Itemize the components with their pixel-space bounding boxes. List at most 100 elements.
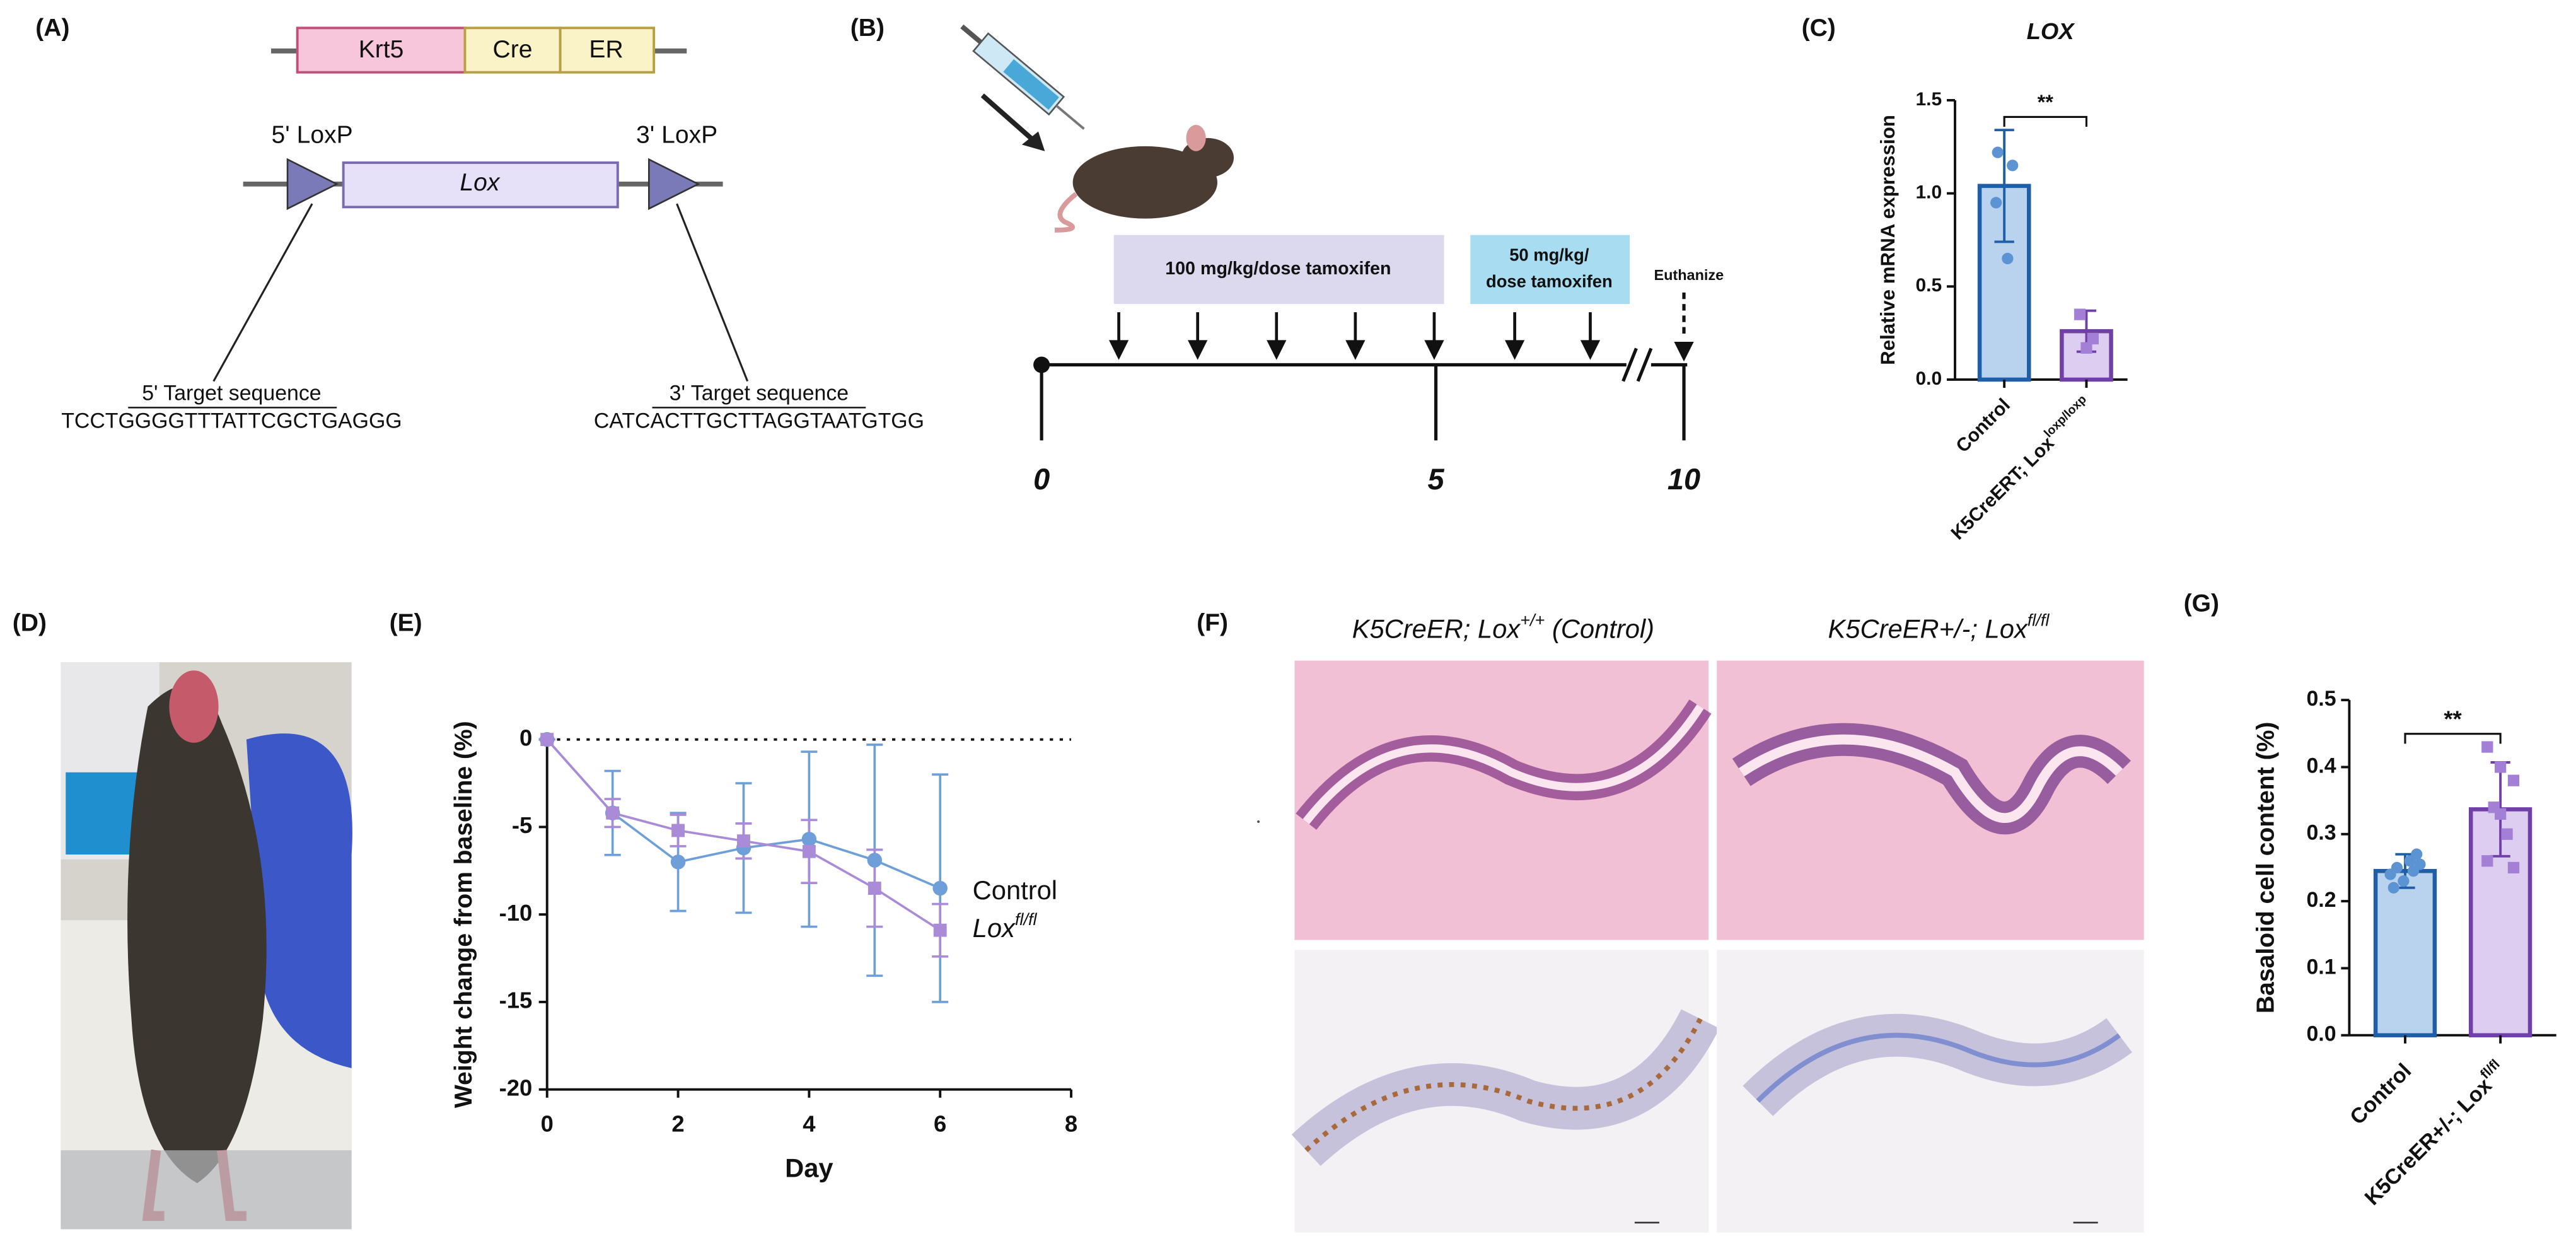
data-point [2398, 875, 2410, 887]
data-point [2087, 332, 2099, 345]
data-point [2495, 761, 2507, 773]
dose-arrowhead [1108, 340, 1129, 360]
superscript: +/+ [1520, 610, 1545, 629]
y-axis-label: Relative mRNA expression [1877, 115, 1899, 365]
gene-box-label: Cre [493, 36, 533, 63]
x-axis-label: Day [785, 1153, 833, 1182]
x-tick-label: 8 [1065, 1111, 1077, 1137]
dose-label: 100 mg/kg/dose tamoxifen [1165, 259, 1391, 279]
data-point [2080, 342, 2092, 354]
y-tick-label: 0.0 [1915, 368, 1942, 389]
dose-arrowhead [1267, 340, 1287, 360]
panel-b-diagram [960, 24, 1694, 382]
dot [1257, 820, 1260, 824]
text-part: Control [1952, 395, 2014, 457]
significance-bracket [2003, 115, 2088, 127]
panel-label: (G) [2184, 590, 2219, 617]
dose-arrowhead [1580, 340, 1601, 360]
y-tick-label: 0.5 [2306, 687, 2336, 711]
marker [670, 854, 686, 870]
gene-label: Lox [460, 169, 500, 196]
text-part: Control [973, 875, 1057, 905]
superscript: fl/fl [1015, 909, 1038, 929]
y-tick-label: 0.1 [2306, 955, 2336, 979]
y-tick-label: 0 [519, 725, 532, 750]
significance-label: ** [2444, 706, 2462, 731]
y-tick-label: -20 [499, 1075, 533, 1100]
marker [867, 853, 883, 868]
y-tick-label: 0.5 [1915, 275, 1942, 296]
data-point [2002, 252, 2014, 265]
day-label: 10 [1668, 463, 1700, 496]
image-title: K5CreER+/-; Loxfl/fl [1828, 610, 2050, 643]
data-point [2411, 848, 2423, 860]
y-tick-label: 0.4 [2306, 754, 2336, 778]
superscript: loxp/loxp [2041, 392, 2089, 440]
y-tick-label: -15 [499, 988, 533, 1013]
data-point [2007, 160, 2019, 172]
marker [540, 733, 554, 747]
y-tick-label: 1.5 [1915, 89, 1942, 110]
data-point [2507, 861, 2520, 874]
y-axis-label: Basaloid cell content (%) [2252, 722, 2279, 1014]
dose-arrowhead [1504, 340, 1525, 360]
dose-label: dose tamoxifen [1486, 271, 1613, 291]
text-part: K5CreER+/-; Lox [1828, 614, 2028, 644]
target-sequence: CATCACTTGCTTAGGTAATGTGG [594, 409, 924, 433]
panel-label: (E) [390, 610, 422, 637]
gene-box-label: Krt5 [359, 36, 404, 63]
text-part: Lox [973, 913, 1016, 943]
target-title: 5' Target sequence [142, 381, 321, 405]
photo-mouse [61, 662, 352, 1230]
dose-arrowhead [1424, 340, 1444, 360]
legend-entry: Control [973, 875, 1057, 905]
text-part: K5CreER; Lox [1352, 614, 1522, 644]
data-point [1992, 146, 2004, 158]
target-title: 3' Target sequence [670, 381, 849, 405]
marker [933, 923, 947, 937]
y-tick-label: 0.0 [2306, 1022, 2336, 1046]
marker [802, 844, 816, 858]
chart-title: LOX [2027, 18, 2076, 44]
target-sequence: TCCTGGGGTTTATTCGCTGAGGG [61, 409, 402, 433]
panel-a-diagram [128, 26, 866, 409]
marker [606, 806, 620, 820]
x-tick-label: K5CreERT; Loxloxp/loxp [1945, 392, 2096, 544]
euthanize-label: Euthanize [1654, 267, 1724, 283]
data-point [2507, 774, 2520, 786]
marker [867, 882, 881, 895]
dose-label: 50 mg/kg/ [1509, 245, 1589, 265]
panel-label: (A) [35, 15, 69, 42]
data-point [2481, 741, 2493, 753]
data-point [2414, 858, 2426, 870]
significance-bracket [2404, 733, 2502, 744]
marker [737, 834, 750, 848]
marker [671, 824, 685, 837]
y-tick-label: 0.3 [2306, 821, 2336, 845]
panel-label: (F) [1197, 610, 1228, 637]
x-tick-label: 6 [934, 1111, 946, 1137]
image-title: K5CreER; Lox+/+ (Control) [1352, 610, 1654, 643]
x-tick-label: 0 [541, 1111, 554, 1137]
data-point [1990, 197, 2002, 209]
error-bar [1994, 129, 2014, 243]
panel-label: (D) [13, 610, 47, 637]
data-point [2391, 861, 2403, 874]
loxp-label: 5' LoxP [272, 122, 353, 149]
dose-arrowhead [1345, 340, 1366, 360]
text-part: Control [2345, 1059, 2416, 1129]
data-point [2074, 308, 2086, 320]
significance-label: ** [2038, 91, 2054, 114]
gene-box-label: ER [589, 36, 623, 63]
data-point [2481, 855, 2493, 867]
day-label: 5 [1427, 463, 1444, 496]
histology-images [1291, 660, 2144, 1233]
panel-label: (B) [850, 15, 885, 42]
y-tick-label: -10 [499, 900, 533, 926]
data-point [2495, 808, 2507, 820]
x-tick-label: 2 [671, 1111, 684, 1137]
marker [801, 832, 817, 847]
marker [932, 880, 948, 896]
